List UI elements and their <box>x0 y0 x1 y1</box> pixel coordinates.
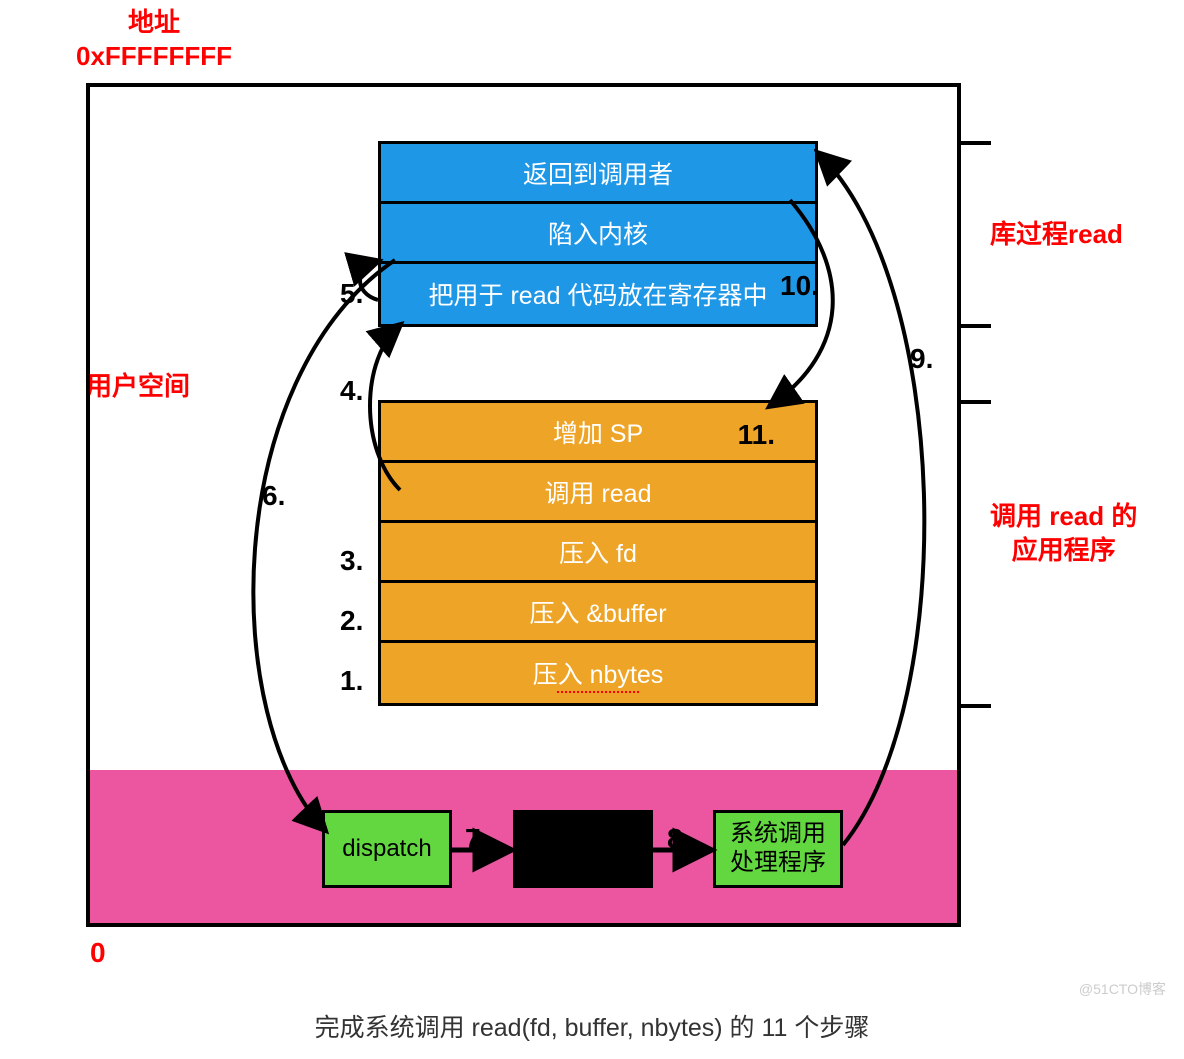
caller-label: 调用 read 的 应用程序 <box>990 500 1137 568</box>
diagram-stage: 地址 0xFFFFFFFF 用户空间 内核空间 (操作系统) 库过程read 调… <box>0 0 1184 1059</box>
step-10: 10. <box>780 270 819 302</box>
step-1: 1. <box>340 665 363 697</box>
addr-line2: 0xFFFFFFFF <box>76 40 232 74</box>
tick-app-top <box>961 400 991 404</box>
app-stack-block: 增加 SP 11. 调用 read 压入 fd 压入 &buffer 压入 nb… <box>378 400 818 706</box>
step-5: 5. <box>340 278 363 310</box>
caption: 完成系统调用 read(fd, buffer, nbytes) 的 11 个步骤 <box>0 1008 1184 1044</box>
step-7: 7. <box>465 823 488 855</box>
step-9: 9. <box>910 343 933 375</box>
step-8: 8. <box>667 823 690 855</box>
library-block: 返回到调用者 陷入内核 把用于 read 代码放在寄存器中 <box>378 141 818 327</box>
step-2: 2. <box>340 605 363 637</box>
addr-line1: 地址 <box>76 6 232 40</box>
black-box <box>513 810 653 888</box>
orange-row-0: 增加 SP 11. <box>381 403 815 463</box>
dispatch-box: dispatch <box>322 810 452 888</box>
tick-lib-top <box>961 141 991 145</box>
orange-row-1: 调用 read <box>381 463 815 523</box>
step-11: 11. <box>738 419 775 451</box>
blue-row-0: 返回到调用者 <box>381 144 815 204</box>
caller-line1: 调用 read 的 <box>990 500 1137 534</box>
syscall-handler-box: 系统调用 处理程序 <box>713 810 843 888</box>
handler-line1: 系统调用 <box>730 820 826 849</box>
orange-row-2: 压入 fd <box>381 523 815 583</box>
tick-app-bottom <box>961 704 991 708</box>
addr-label: 地址 0xFFFFFFFF <box>76 6 232 74</box>
orange-row-4: 压入 nbytes <box>381 643 815 703</box>
zero-label: 0 <box>90 935 106 971</box>
orange-row-3: 压入 &buffer <box>381 583 815 643</box>
step-4: 4. <box>340 375 363 407</box>
caller-line2: 应用程序 <box>990 534 1137 568</box>
orange-row-0-text: 增加 SP <box>553 414 643 450</box>
tick-lib-bottom <box>961 324 991 328</box>
blue-row-2: 把用于 read 代码放在寄存器中 <box>381 264 815 324</box>
blue-row-1: 陷入内核 <box>381 204 815 264</box>
watermark: @51CTO博客 <box>1079 979 1166 999</box>
handler-line2: 处理程序 <box>730 849 826 878</box>
step-3: 3. <box>340 545 363 577</box>
lib-read-label: 库过程read <box>990 218 1123 252</box>
step-6: 6. <box>262 480 285 512</box>
